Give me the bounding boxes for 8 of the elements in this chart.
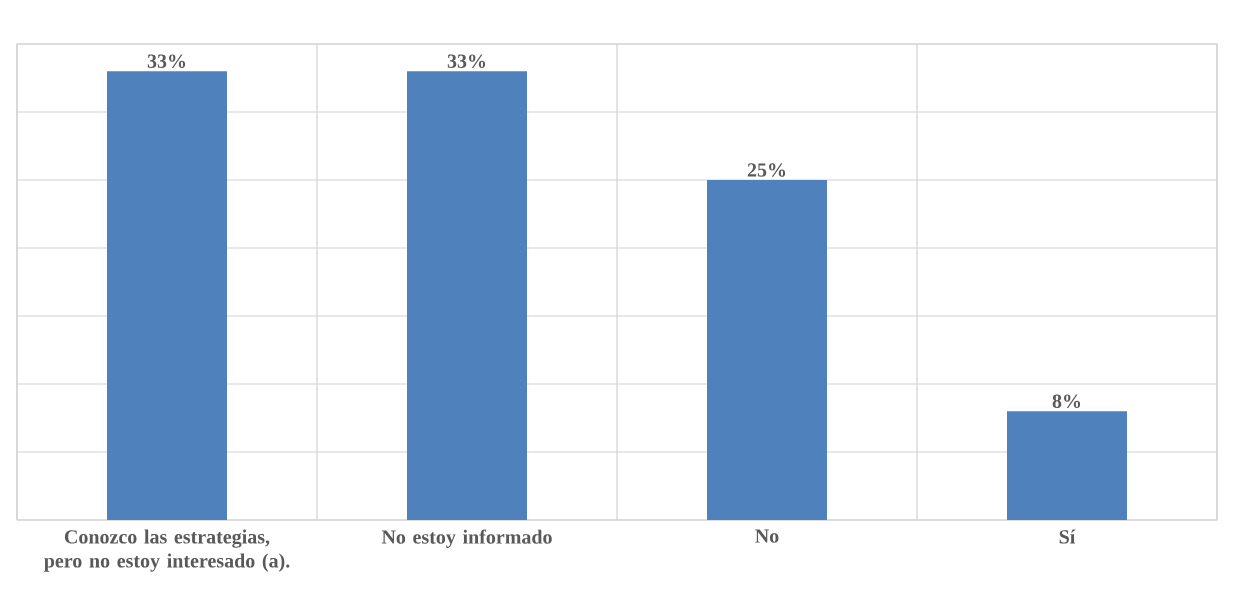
- x-tick-label: No: [755, 529, 779, 543]
- data-label: 25%: [747, 163, 786, 177]
- data-label: 33%: [447, 54, 486, 68]
- x-tick-label: Conozco las estrategias, pero no estoy interesado (a).: [44, 529, 290, 572]
- data-label: 33%: [147, 54, 186, 68]
- x-tick-label: Sí: [1059, 529, 1076, 544]
- x-tick-label: No estoy informado: [381, 529, 552, 548]
- data-label: 8%: [1052, 394, 1081, 408]
